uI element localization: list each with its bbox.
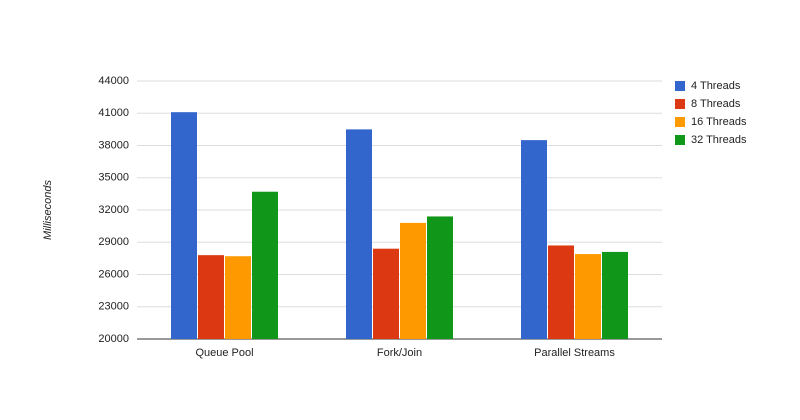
bar [252, 191, 278, 339]
bar [346, 129, 372, 339]
legend-label: 32 Threads [691, 134, 747, 146]
y-tick-label: 26000 [98, 268, 129, 280]
x-tick-label: Fork/Join [377, 347, 422, 359]
bar [400, 222, 426, 339]
legend-swatch [675, 135, 685, 145]
legend-label: 4 Threads [691, 80, 741, 92]
bar [225, 256, 251, 339]
bar [427, 216, 453, 339]
legend-swatch [675, 117, 685, 127]
y-tick-label: 29000 [98, 236, 129, 248]
legend-label: 8 Threads [691, 98, 741, 110]
y-tick-label: 41000 [98, 107, 129, 119]
x-tick-label: Parallel Streams [534, 347, 615, 359]
bar [575, 254, 601, 339]
y-tick-label: 32000 [98, 204, 129, 216]
y-tick-label: 23000 [98, 301, 129, 313]
x-tick-label: Queue Pool [195, 347, 253, 359]
legend-swatch [675, 99, 685, 109]
bar [198, 255, 224, 339]
bar [373, 248, 399, 339]
bar [602, 251, 628, 339]
y-tick-label: 20000 [98, 333, 129, 345]
y-tick-label: 38000 [98, 139, 129, 151]
y-axis-title: Milliseconds [42, 180, 54, 240]
legend-swatch [675, 81, 685, 91]
y-tick-label: 44000 [98, 75, 129, 87]
bar [521, 140, 547, 339]
bar [548, 245, 574, 339]
bar [171, 112, 197, 339]
legend-label: 16 Threads [691, 116, 747, 128]
y-tick-label: 35000 [98, 172, 129, 184]
